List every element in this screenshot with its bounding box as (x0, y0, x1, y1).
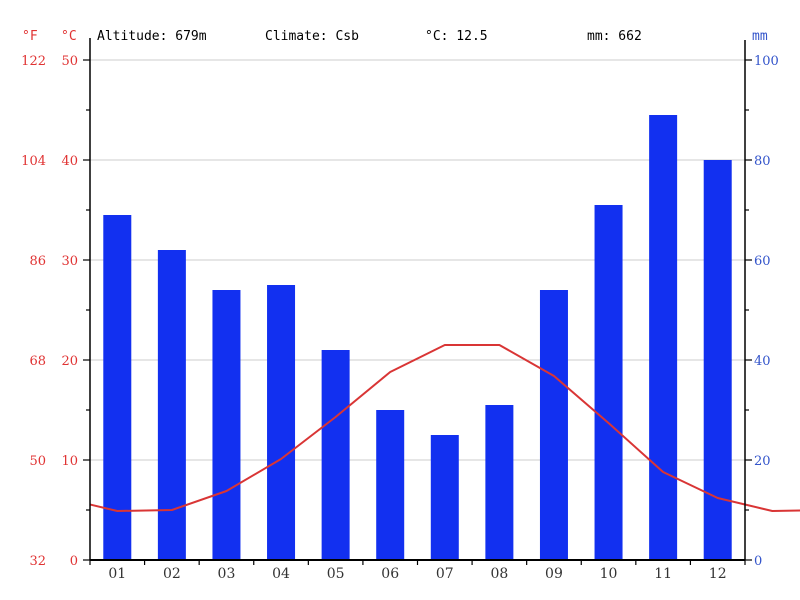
month-label-04: 04 (272, 566, 290, 582)
temperature-polyline (90, 344, 800, 512)
fahrenheit-tick-label-50: 50 (29, 454, 46, 469)
mm-axis-unit: mm (752, 29, 768, 44)
precipitation-bar-05 (321, 350, 350, 560)
precipitation-bar-02 (157, 250, 186, 560)
mm-tick-label-20: 20 (754, 454, 771, 469)
mm-tick-label-80: 80 (754, 154, 771, 169)
month-label-08: 08 (490, 566, 508, 582)
mm-tick-label-100: 100 (754, 54, 779, 69)
climate-class-label: Climate: Csb (265, 29, 359, 44)
celsius-tick-label-10: 10 (61, 454, 78, 469)
fahrenheit-tick-label-86: 86 (29, 254, 46, 269)
precipitation-bars (103, 115, 732, 560)
month-label-10: 10 (600, 566, 618, 582)
celsius-tick-label-0: 0 (70, 554, 78, 569)
month-label-05: 05 (327, 566, 345, 582)
month-label-03: 03 (218, 566, 236, 582)
fahrenheit-tick-label-32: 32 (29, 554, 46, 569)
axes (83, 38, 752, 565)
mm-tick-label-0: 0 (754, 554, 762, 569)
gridlines (90, 59, 745, 461)
month-label-12: 12 (709, 566, 727, 582)
celsius-tick-label-30: 30 (61, 254, 78, 269)
mean-temperature-label: °C: 12.5 (425, 29, 488, 44)
month-label-09: 09 (545, 566, 563, 582)
precipitation-bar-08 (485, 405, 514, 560)
total-precipitation-label: mm: 662 (587, 29, 642, 44)
precipitation-bar-11 (649, 115, 678, 560)
month-label-06: 06 (381, 566, 399, 582)
month-label-02: 02 (163, 566, 181, 582)
celsius-tick-label-20: 20 (61, 354, 78, 369)
precipitation-bar-07 (430, 435, 459, 560)
fahrenheit-tick-label-68: 68 (29, 354, 46, 369)
altitude-label: Altitude: 679m (97, 29, 207, 44)
mm-tick-label-40: 40 (754, 354, 771, 369)
mm-tick-label-60: 60 (754, 254, 771, 269)
fahrenheit-tick-label-104: 104 (21, 154, 46, 169)
celsius-axis-unit: °C (61, 29, 77, 44)
precipitation-bar-01 (103, 215, 132, 560)
precipitation-bar-06 (376, 410, 405, 560)
fahrenheit-axis-unit: °F (22, 29, 38, 44)
temperature-line (90, 344, 800, 512)
month-label-11: 11 (654, 566, 672, 582)
precipitation-bar-04 (267, 285, 296, 560)
precipitation-bar-10 (594, 205, 623, 560)
precipitation-bar-03 (212, 290, 241, 560)
precipitation-bar-09 (539, 290, 568, 560)
celsius-tick-label-50: 50 (61, 54, 78, 69)
axis-labels: 122 50 104 40 86 30 68 20 50 10 32 0 100 80 60 40 20 0 01 0… (21, 54, 779, 582)
fahrenheit-tick-label-122: 122 (21, 54, 46, 69)
month-label-01: 01 (108, 566, 126, 582)
month-label-07: 07 (436, 566, 454, 582)
celsius-tick-label-40: 40 (61, 154, 78, 169)
